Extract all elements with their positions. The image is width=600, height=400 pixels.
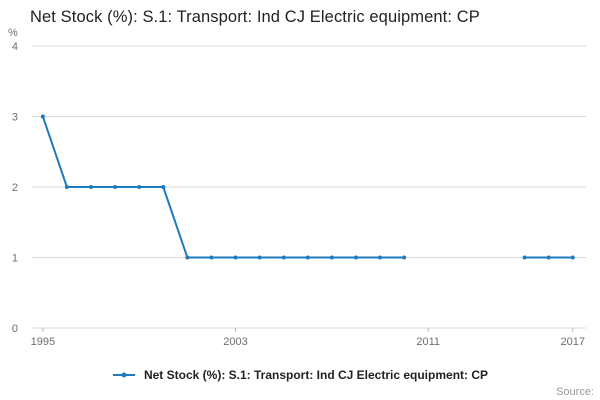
data-point xyxy=(40,114,45,119)
x-tick-label: 2017 xyxy=(561,336,585,348)
data-point xyxy=(570,255,575,260)
data-point xyxy=(546,255,551,260)
x-tick-label: 1995 xyxy=(31,336,55,348)
data-point xyxy=(257,255,262,260)
y-tick-label: 2 xyxy=(12,182,18,194)
data-point xyxy=(378,255,383,260)
x-tick-label: 2011 xyxy=(416,336,440,348)
data-point xyxy=(329,255,334,260)
data-point xyxy=(522,255,527,260)
source-note: Source: xyxy=(556,386,594,398)
chart-title: Net Stock (%): S.1: Transport: Ind CJ El… xyxy=(30,8,480,26)
data-point xyxy=(185,255,190,260)
legend: Net Stock (%): S.1: Transport: Ind CJ El… xyxy=(0,364,600,386)
data-point xyxy=(233,255,238,260)
legend-label: Net Stock (%): S.1: Transport: Ind CJ El… xyxy=(143,368,489,382)
data-point xyxy=(353,255,358,260)
data-point xyxy=(64,185,69,189)
data-point xyxy=(89,185,94,189)
chart-svg: % 0 1 2 3 4 1995 2003 2011 2017 xyxy=(8,27,586,348)
data-point xyxy=(281,255,286,260)
data-point xyxy=(113,185,118,189)
data-point xyxy=(402,255,407,260)
data-point xyxy=(209,255,214,260)
data-point xyxy=(305,255,310,260)
y-tick-label: 0 xyxy=(12,323,18,335)
y-tick-label: 4 xyxy=(12,41,18,53)
data-point xyxy=(137,185,142,189)
y-tick-label: 1 xyxy=(12,253,18,265)
legend-dot xyxy=(121,372,127,378)
y-axis-unit-label: % xyxy=(8,27,18,39)
series-line xyxy=(41,115,406,259)
data-point xyxy=(161,185,166,189)
legend-line-marker-icon xyxy=(112,372,135,378)
x-tick-label: 2003 xyxy=(223,336,247,348)
y-tick-label: 3 xyxy=(12,112,18,124)
